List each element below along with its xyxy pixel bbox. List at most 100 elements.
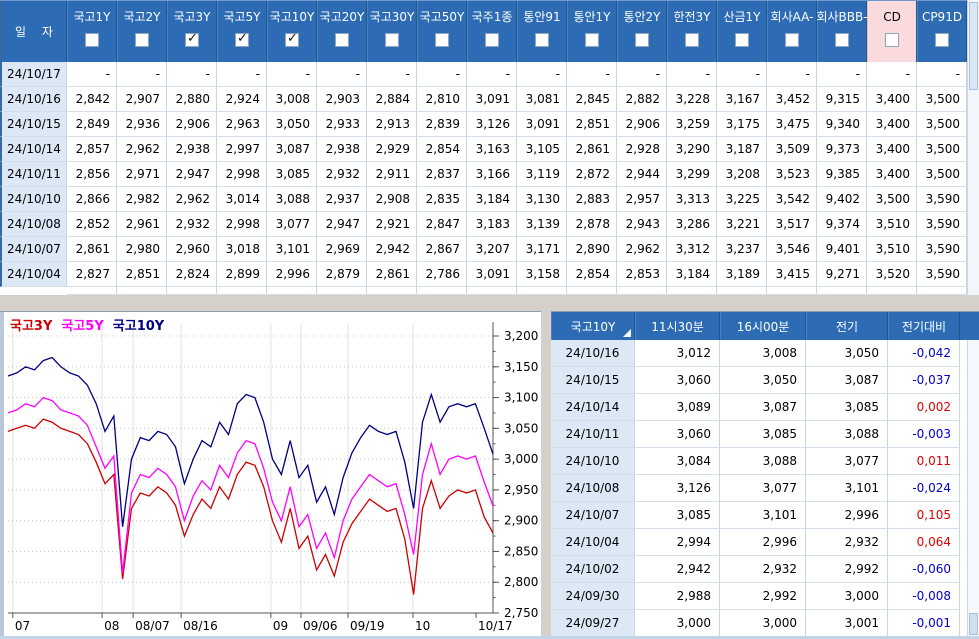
detail-1600-cell: 2,932 <box>720 556 806 583</box>
column-checkbox[interactable] <box>235 31 249 47</box>
column-checkbox[interactable] <box>385 33 399 47</box>
value-cell: 2,980 <box>117 237 167 262</box>
header-cell-change[interactable]: 전기대비 <box>888 312 960 340</box>
column-checkbox[interactable] <box>135 33 149 47</box>
value-cell: 2,982 <box>117 187 167 212</box>
value-cell: 3,208 <box>717 162 767 187</box>
column-checkbox[interactable] <box>885 33 899 47</box>
value-cell: 3,130 <box>517 187 567 212</box>
value-cell: 3,590 <box>917 187 967 212</box>
value-cell: 2,878 <box>567 212 617 237</box>
detail-row: 24/10/07 3,085 3,101 2,996 0,105 <box>551 502 979 529</box>
column-checkbox[interactable] <box>285 31 299 47</box>
detail-prev-cell: 2,932 <box>806 529 888 556</box>
legend-item: 국고5Y <box>61 319 104 334</box>
value-cell: 2,839 <box>417 112 467 137</box>
value-cell: 3,091 <box>467 262 517 287</box>
value-cell: 3,590 <box>917 237 967 262</box>
value-cell: 2,824 <box>167 262 217 287</box>
panel-gap <box>541 311 551 639</box>
column-checkbox[interactable] <box>435 33 449 47</box>
yield-table-scrollbar[interactable] <box>967 0 979 295</box>
column-label: 국고5Y <box>223 10 261 24</box>
value-cell: 3,228 <box>667 87 717 112</box>
column-label: 국고1Y <box>73 10 111 24</box>
value-cell: 9,373 <box>817 137 867 162</box>
value-cell: 2,937 <box>317 187 367 212</box>
value-cell: 2,996 <box>267 262 317 287</box>
column-label: 회사BBB- <box>816 10 868 24</box>
value-cell: 2,786 <box>417 262 467 287</box>
column-checkbox[interactable] <box>185 31 199 47</box>
value-cell: 3,509 <box>767 137 817 162</box>
value-cell: 2,971 <box>117 162 167 187</box>
svg-text:09/19: 09/19 <box>350 619 385 633</box>
column-checkbox[interactable] <box>335 33 349 47</box>
value-cell: 2,906 <box>167 112 217 137</box>
detail-table-header: 국고10Y 11시30분 16시00분 전기 전기대비 <box>551 312 979 340</box>
detail-row: 24/10/11 3,060 3,085 3,088 -0,003 <box>551 421 979 448</box>
column-checkbox[interactable] <box>585 33 599 47</box>
header-cell-prev[interactable]: 전기 <box>806 312 888 340</box>
column-checkbox[interactable] <box>635 33 649 47</box>
column-checkbox[interactable] <box>685 33 699 47</box>
value-cell: 3,500 <box>867 187 917 212</box>
yield-table-row: 24/10/07 2,861 2,980 2,960 3,018 3,101 2… <box>0 237 979 262</box>
column-checkbox[interactable] <box>535 33 549 47</box>
value-cell: 2,911 <box>367 162 417 187</box>
detail-1130-cell: 3,000 <box>635 610 720 637</box>
value-cell: 2,947 <box>167 162 217 187</box>
change-cell: -0,003 <box>888 421 960 448</box>
scrollbar-thumb[interactable] <box>969 613 978 635</box>
value-cell: 2,969 <box>317 237 367 262</box>
detail-row: 24/09/30 2,988 2,992 3,000 -0,008 <box>551 583 979 610</box>
scrollbar-thumb[interactable] <box>969 2 978 90</box>
column-checkbox[interactable] <box>835 33 849 47</box>
change-cell: -0,060 <box>888 556 960 583</box>
detail-prev-cell: 3,101 <box>806 475 888 502</box>
column-checkbox[interactable] <box>785 33 799 47</box>
value-cell: 2,861 <box>567 137 617 162</box>
column-header: 국고1Y <box>67 1 117 62</box>
column-checkbox[interactable] <box>485 33 499 47</box>
value-cell: 2,883 <box>567 187 617 212</box>
value-cell: 3,207 <box>467 237 517 262</box>
value-cell: 9,385 <box>817 162 867 187</box>
detail-1600-cell: 2,992 <box>720 583 806 610</box>
value-cell: - <box>167 62 217 87</box>
detail-date-cell: 24/10/11 <box>551 421 635 448</box>
detail-table-scrollbar[interactable] <box>967 340 979 637</box>
value-cell: 3,452 <box>767 87 817 112</box>
value-cell: 3,088 <box>267 187 317 212</box>
svg-text:10: 10 <box>415 619 430 633</box>
value-cell: 2,938 <box>167 137 217 162</box>
value-cell: - <box>667 62 717 87</box>
value-cell: 3,259 <box>667 112 717 137</box>
value-cell: 2,962 <box>617 237 667 262</box>
value-cell: 2,861 <box>367 262 417 287</box>
value-cell: 2,944 <box>617 162 667 187</box>
value-cell: 2,866 <box>67 187 117 212</box>
svg-text:09/06: 09/06 <box>303 619 338 633</box>
detail-date-cell: 24/09/27 <box>551 610 635 637</box>
value-cell: 2,861 <box>67 237 117 262</box>
value-cell: 2,867 <box>417 237 467 262</box>
value-cell: 3,400 <box>867 137 917 162</box>
value-cell: 2,963 <box>217 112 267 137</box>
column-header: 국고2Y <box>117 1 167 62</box>
header-cell-1130[interactable]: 11시30분 <box>635 312 720 340</box>
column-checkbox[interactable] <box>935 33 949 47</box>
detail-row: 24/10/15 3,060 3,050 3,087 -0,037 <box>551 367 979 394</box>
value-cell: 2,899 <box>217 262 267 287</box>
column-checkbox[interactable] <box>735 33 749 47</box>
value-cell: 3,590 <box>917 212 967 237</box>
value-cell: 2,998 <box>217 212 267 237</box>
value-cell: 9,340 <box>817 112 867 137</box>
header-cell-instrument[interactable]: 국고10Y <box>551 312 635 340</box>
column-header: 국고5Y <box>217 1 267 62</box>
value-cell: 2,928 <box>617 137 667 162</box>
value-cell: 3,313 <box>667 187 717 212</box>
column-checkbox[interactable] <box>85 33 99 47</box>
header-cell-1600[interactable]: 16시00분 <box>720 312 806 340</box>
change-cell: 0,064 <box>888 529 960 556</box>
